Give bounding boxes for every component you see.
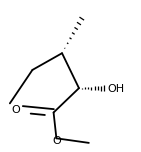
Text: OH: OH: [108, 84, 125, 94]
Text: O: O: [52, 136, 61, 146]
Text: O: O: [11, 105, 20, 115]
